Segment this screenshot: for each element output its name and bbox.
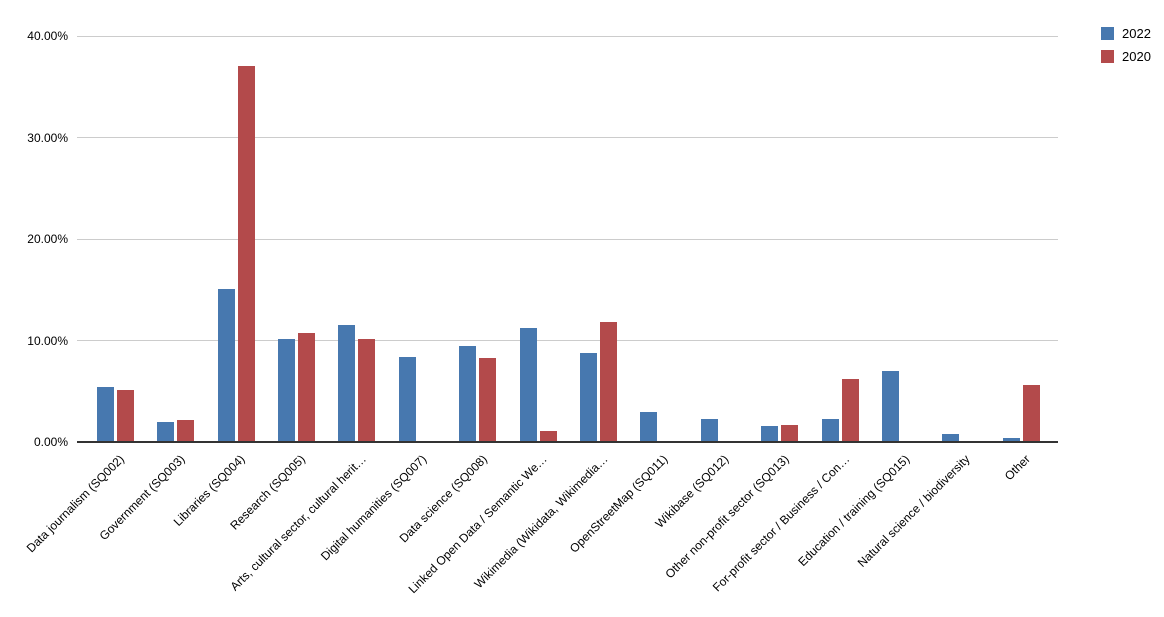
bar-2022 (579, 353, 597, 442)
bar-2022 (338, 325, 356, 442)
y-tick-label: 30.00% (27, 130, 68, 145)
y-tick-label: 10.00% (27, 333, 68, 348)
bar-2022 (821, 419, 839, 442)
x-axis-line (77, 441, 1058, 443)
legend-item-2020: 2020 (1101, 50, 1151, 63)
bar-2022 (640, 412, 658, 442)
bar-2022 (217, 289, 235, 442)
chart-legend: 2022 2020 (1101, 27, 1151, 73)
bar-2020 (177, 420, 195, 442)
y-tick-label: 0.00% (33, 435, 68, 449)
legend-item-2022: 2022 (1101, 27, 1151, 40)
legend-label: 2020 (1122, 49, 1151, 64)
bar-2020 (237, 66, 255, 442)
bar-2022 (881, 371, 899, 442)
x-axis-label: Natural science / biodiversity (854, 452, 973, 570)
bar-2022 (398, 357, 416, 442)
bar-2020 (781, 425, 799, 442)
bar-2022 (942, 434, 960, 442)
y-tick-label: 20.00% (27, 232, 68, 246)
bar-2022 (761, 426, 779, 442)
legend-label: 2022 (1122, 26, 1151, 41)
legend-swatch-icon (1101, 27, 1114, 40)
bar-2022 (1002, 438, 1020, 442)
bar-2022 (157, 422, 175, 442)
bar-2022 (700, 419, 718, 442)
bar-2022 (277, 339, 295, 442)
gridline (77, 137, 1058, 138)
bar-2020 (358, 339, 376, 442)
x-axis-label: Education / training (SQ015) (795, 452, 913, 569)
x-axis-label: Digital humanities (SQ007) (317, 452, 430, 564)
bar-2020 (297, 333, 315, 442)
bar-2020 (479, 358, 497, 442)
bar-2020 (841, 379, 859, 442)
gridline (77, 238, 1058, 240)
legend-swatch-icon (1101, 50, 1114, 63)
gridline (77, 340, 1058, 341)
x-axis-label: Other (1001, 452, 1034, 484)
bar-2020 (116, 390, 134, 442)
bar-2020 (539, 431, 557, 442)
x-axis-label: OpenStreetMap (SQ011) (567, 452, 671, 556)
gridline (77, 35, 1058, 37)
bar-2020 (1022, 385, 1040, 442)
bar-2020 (599, 322, 617, 442)
y-tick-label: 40.00% (27, 29, 68, 43)
bar-2022 (459, 346, 477, 442)
x-axis-label: Other non-profit sector (SQ013) (662, 452, 792, 582)
bar-2022 (96, 387, 114, 442)
x-axis-label: Data journalism (SQ002) (23, 452, 128, 556)
bar-2022 (519, 328, 537, 442)
